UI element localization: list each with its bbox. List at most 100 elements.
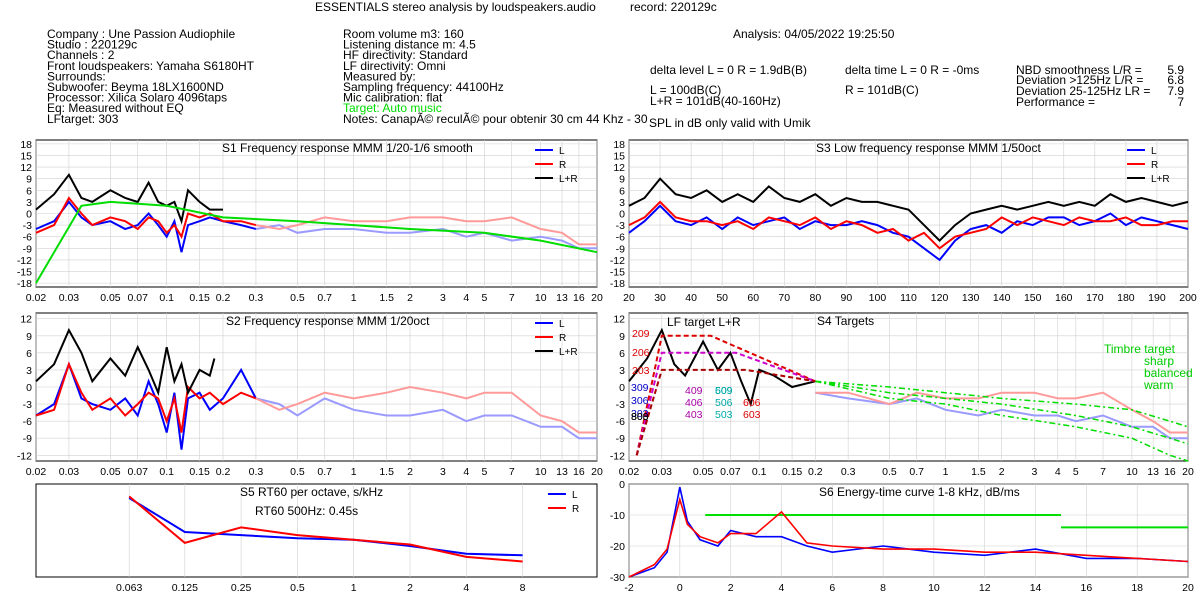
x-tick-label: 0.063 [116, 582, 142, 594]
y-tick-label: 18 [20, 139, 32, 151]
s5-annotation: RT60 500Hz: 0.45s [255, 504, 358, 518]
legend-label: R [559, 333, 566, 344]
info-left-line: Channels : 2 [47, 48, 115, 62]
series-r-hf [255, 385, 597, 434]
info-mid-line: Listening distance m: 4.5 [343, 38, 476, 52]
y-tick-label: -18 [610, 278, 625, 290]
dev125-value: 6.8 [1167, 73, 1184, 87]
s4-target-label: 306 [631, 395, 649, 407]
x-tick-label: 2 [407, 466, 413, 478]
y-tick-label: -3 [616, 399, 625, 411]
x-tick-label: 8 [520, 582, 526, 594]
x-tick-label: 0.5 [290, 466, 305, 478]
x-tick-label: 1 [351, 466, 357, 478]
x-tick-label: 170 [1086, 292, 1104, 304]
series-lf-target-9 [635, 334, 816, 456]
dev25-label: Deviation 25-125Hz LR = [1016, 84, 1150, 98]
series-balanced [815, 380, 1189, 445]
s4-target-label: 803 [631, 411, 649, 423]
s4-target-label: 806 [631, 411, 649, 423]
x-tick-label: 0 [677, 582, 683, 594]
y-tick-label: -9 [616, 243, 625, 255]
y-tick-label: -3 [23, 399, 32, 411]
x-tick-label: 0.5 [290, 292, 305, 304]
series-l [128, 497, 523, 557]
x-tick-label: 10 [928, 582, 940, 594]
x-tick-label: 5 [481, 466, 487, 478]
x-tick-label: 5 [1073, 466, 1079, 478]
info-left-line: Company : Une Passion Audiophile [47, 27, 235, 41]
series-lf-target-3 [635, 368, 816, 456]
x-tick-label: 0.15 [782, 466, 803, 478]
x-tick-label: 80 [809, 292, 821, 304]
x-tick-label: 0.2 [216, 292, 231, 304]
y-tick-label: 15 [20, 150, 32, 162]
s4-target-label: 203 [632, 365, 650, 377]
chart-title: S3 Low frequency response MMM 1/50oct [816, 141, 1041, 155]
info-mid-line: Sampling frequency: 44100Hz [343, 80, 504, 94]
x-tick-label: 3 [440, 466, 446, 478]
s4-timbre-label: sharp [1144, 354, 1174, 368]
x-tick-label: 0.5 [882, 466, 897, 478]
y-tick-label: -9 [23, 243, 32, 255]
y-tick-label: 12 [20, 162, 32, 174]
s4-timbre-label: balanced [1144, 366, 1193, 380]
y-tick-label: -10 [610, 510, 625, 522]
series-r [628, 200, 1188, 250]
chart-s4: 0.02 0.03 0.05 0.07 0.1 0.15 0.2 0.3 0.5 0.7 1 1.5 2… [610, 312, 1194, 478]
legend-label: L [572, 490, 578, 501]
lr-level: L+R = 101dB(40-160Hz) [650, 94, 781, 108]
y-tick-label: 3 [26, 197, 32, 209]
x-tick-label: 50 [716, 292, 728, 304]
s4-target-label: 509 [715, 385, 733, 397]
x-tick-label: 20 [591, 466, 603, 478]
y-tick-label: -18 [17, 278, 32, 290]
y-tick-label: 0 [619, 479, 625, 491]
legend-label: L [1151, 146, 1157, 157]
x-tick-label: 90 [841, 292, 853, 304]
series-r [35, 196, 257, 240]
s4-target-label: 503 [715, 409, 733, 421]
x-tick-label: 16 [1164, 466, 1176, 478]
x-tick-label: 1.5 [379, 466, 394, 478]
x-tick-label: 150 [1024, 292, 1042, 304]
x-tick-label: 3 [1032, 466, 1038, 478]
r-level: R = 101dB(C) [845, 83, 919, 97]
s4-target-label: 609 [715, 385, 733, 397]
x-tick-label: 5 [481, 292, 487, 304]
info-mid-line: Measured by: [343, 69, 416, 83]
x-tick-label: 0.25 [231, 582, 252, 594]
delta-level: delta level L = 0 R = 1.9dB(B) [650, 63, 807, 77]
x-tick-label: 7 [1100, 466, 1106, 478]
x-tick-label: 4 [1055, 466, 1061, 478]
page-title: ESSENTIALS stereo analysis by loudspeake… [315, 0, 596, 14]
s4-target-label: 303 [631, 408, 649, 420]
x-tick-label: 60 [747, 292, 759, 304]
s4-target-label: 403 [685, 409, 703, 421]
x-tick-label: 2 [728, 582, 734, 594]
x-tick-label: 2 [999, 466, 1005, 478]
y-tick-label: 3 [619, 365, 625, 377]
s4-target-label: 409 [685, 385, 703, 397]
x-tick-label: 130 [962, 292, 980, 304]
x-tick-label: 13 [1147, 466, 1159, 478]
s4-target-label: 406 [685, 397, 703, 409]
x-tick-label: -2 [624, 582, 633, 594]
x-tick-label: 0.05 [100, 466, 121, 478]
x-tick-label: 120 [931, 292, 949, 304]
x-tick-label: 10 [1126, 466, 1138, 478]
x-tick-label: 0.2 [216, 466, 231, 478]
chart-s5: 0.063 0.125 0.25 0.5 1 2 4 8 S5 RT60 per octave,… [35, 483, 598, 594]
s4-target-label: 506 [715, 397, 733, 409]
x-tick-label: 13 [556, 466, 568, 478]
x-tick-label: 110 [900, 292, 917, 304]
s4-target-label: 209 [632, 328, 650, 340]
y-tick-label: 12 [20, 314, 32, 326]
chart-title: S4 Targets [817, 314, 874, 328]
x-tick-label: 3 [440, 292, 446, 304]
series-warm [815, 380, 1189, 462]
x-tick-label: 20 [1182, 582, 1194, 594]
x-tick-label: 0.5 [290, 582, 305, 594]
x-tick-label: 4 [779, 582, 785, 594]
